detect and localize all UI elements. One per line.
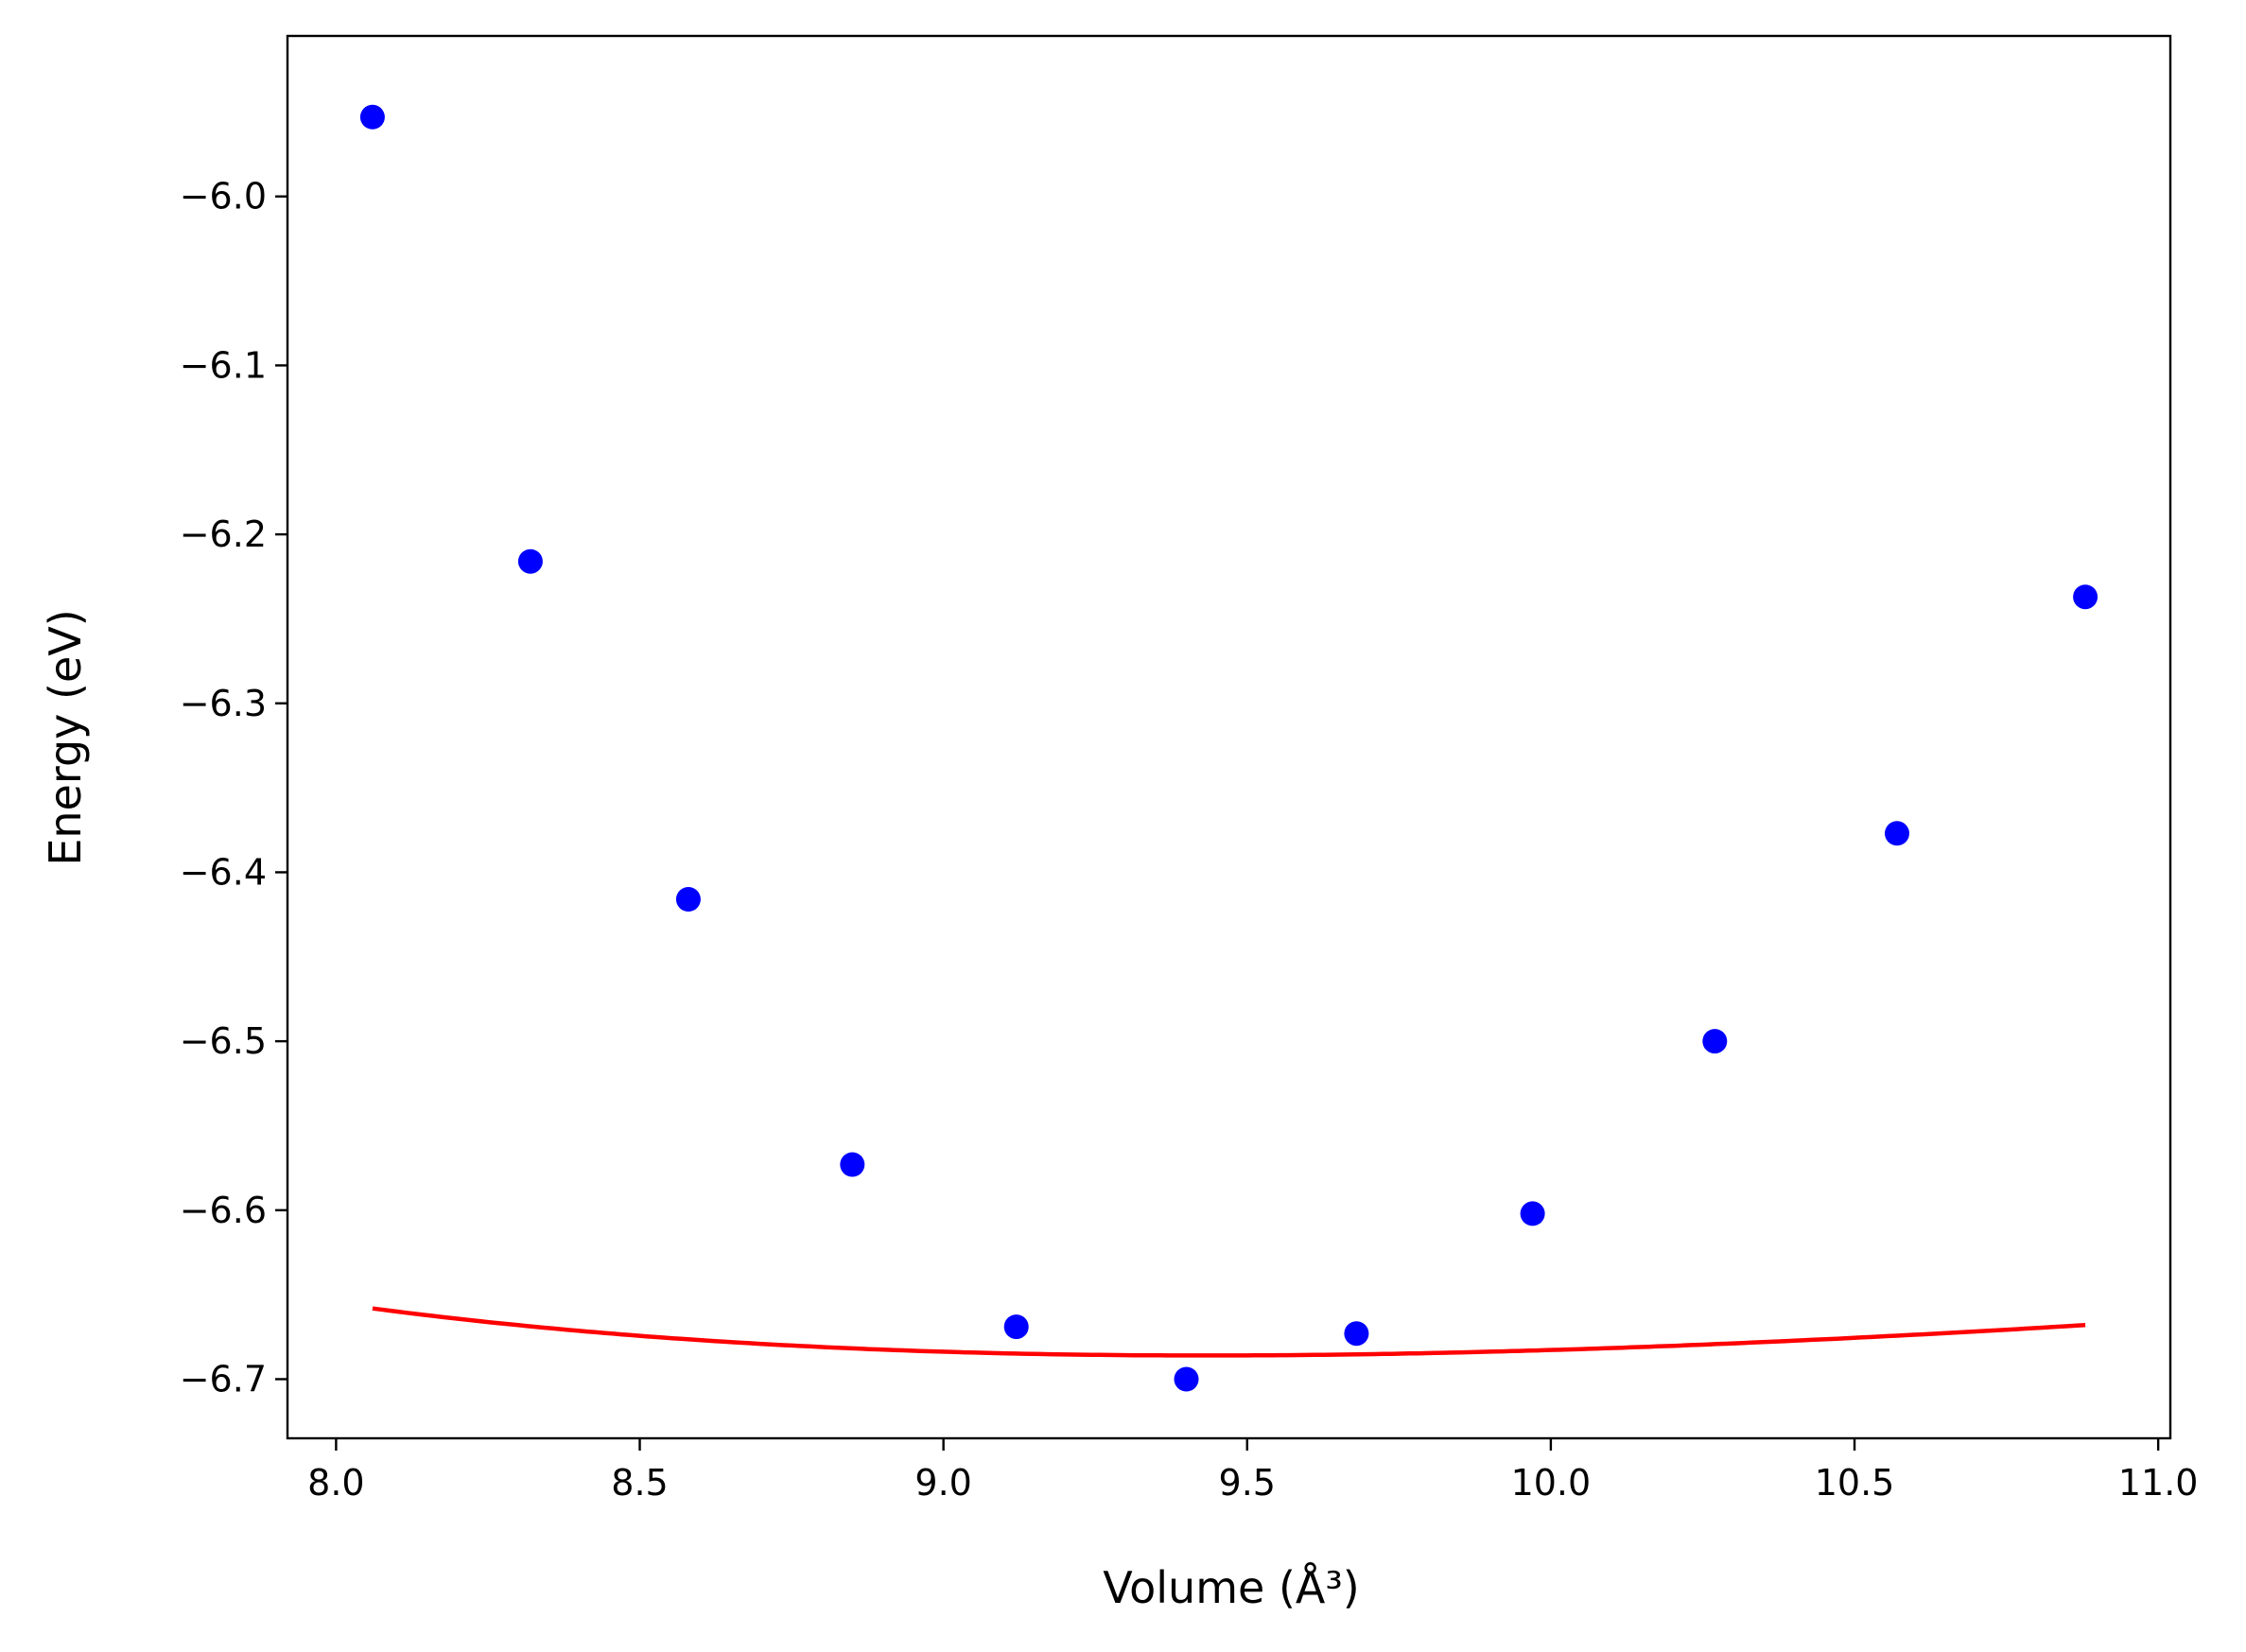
x-tick-label: 9.0 [914, 1462, 971, 1504]
fit-curve-line [372, 1306, 2086, 1358]
data-point [1344, 1321, 1369, 1347]
x-tick-label: 8.5 [611, 1462, 668, 1504]
data-point [1003, 1314, 1029, 1340]
data-point [2073, 584, 2098, 610]
x-tick-label: 10.0 [1511, 1462, 1592, 1504]
data-point [1520, 1201, 1545, 1226]
x-tick-label: 8.0 [307, 1462, 364, 1504]
y-tick-label: −6.2 [180, 513, 267, 555]
x-axis-label: Volume (Å³) [1103, 1562, 1360, 1613]
data-point [359, 104, 385, 130]
axes-frame [286, 34, 2172, 1440]
plot-area [359, 104, 2098, 1392]
data-point [1174, 1366, 1199, 1392]
data-point [840, 1152, 865, 1177]
y-tick-label: −6.1 [180, 344, 267, 386]
data-point [517, 548, 543, 574]
x-tick-label: 11.0 [2118, 1462, 2199, 1504]
y-tick-label: −6.4 [180, 851, 267, 893]
y-axis-label: Energy (eV) [40, 609, 91, 865]
y-tick-label: −6.5 [180, 1020, 267, 1062]
y-tick-label: −6.3 [180, 683, 267, 724]
x-tick-label: 10.5 [1815, 1462, 1895, 1504]
x-tick-label: 9.5 [1219, 1462, 1276, 1504]
data-point [1702, 1029, 1728, 1054]
y-tick-label: −6.6 [180, 1190, 267, 1231]
data-point [1885, 821, 1909, 846]
y-tick-label: −6.7 [180, 1358, 267, 1400]
data-point [675, 887, 701, 912]
y-tick-label: −6.0 [180, 176, 267, 217]
axis-ticks: 8.0 8.5 9.0 9.5 10.0 10.5 11.0 −6.0 −6.1 −6.2 −6.3… [180, 176, 2199, 1504]
